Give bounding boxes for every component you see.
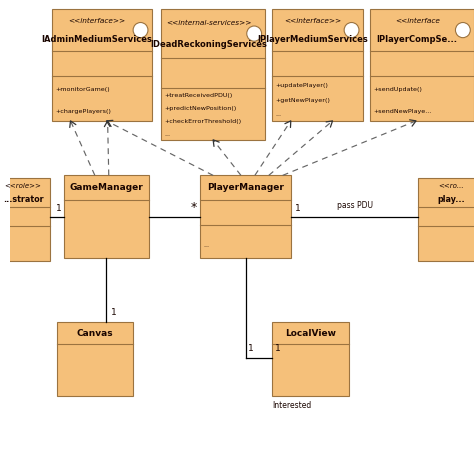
Bar [419, 178, 474, 261]
Text: <<internal-services>>: <<internal-services>> [166, 20, 251, 26]
Text: Interested: Interested [273, 401, 311, 410]
Bar [56, 322, 133, 396]
Text: IPlayerMediumServices: IPlayerMediumServices [257, 35, 368, 44]
Text: play...: play... [437, 195, 465, 204]
Text: GameManager: GameManager [70, 183, 143, 192]
Circle shape [133, 22, 148, 37]
Text: PlayerManager: PlayerManager [207, 183, 284, 192]
Text: 1: 1 [248, 345, 254, 354]
Bar [272, 9, 363, 121]
Text: 1: 1 [274, 345, 280, 354]
Text: 1: 1 [294, 204, 300, 213]
Text: +sendUpdate(): +sendUpdate() [373, 87, 422, 92]
Text: ...: ... [164, 132, 170, 137]
Text: <<interface>>: <<interface>> [284, 18, 341, 24]
Bar [161, 9, 265, 140]
Text: +monitorGame(): +monitorGame() [55, 87, 110, 92]
Text: <<ro...: <<ro... [438, 183, 464, 189]
Text: +treatReceivedPDU(): +treatReceivedPDU() [164, 93, 232, 98]
Text: <<interface: <<interface [395, 18, 439, 24]
Text: IDeadReckoningServices: IDeadReckoningServices [150, 40, 267, 49]
Text: IAdminMediumServices: IAdminMediumServices [42, 35, 153, 44]
Text: 1: 1 [111, 308, 117, 317]
Text: <<role>>: <<role>> [5, 183, 41, 189]
Text: ...: ... [204, 243, 210, 247]
Text: LocalView: LocalView [285, 329, 336, 338]
Text: +getNewPlayer(): +getNewPlayer() [275, 98, 330, 102]
Text: pass PDU: pass PDU [337, 201, 373, 210]
Bar [52, 9, 152, 121]
Text: ...: ... [275, 112, 282, 118]
Text: <<interface>>: <<interface>> [69, 18, 126, 24]
Text: +checkErrorThreshold(): +checkErrorThreshold() [164, 119, 241, 124]
Text: Canvas: Canvas [76, 329, 113, 338]
Bar [64, 175, 149, 258]
Circle shape [247, 26, 262, 41]
Text: IPlayerCompSe...: IPlayerCompSe... [377, 35, 458, 44]
Text: +updatePlayer(): +updatePlayer() [275, 83, 328, 88]
Bar [0, 178, 50, 261]
Bar [370, 9, 474, 121]
Text: 1: 1 [55, 204, 61, 213]
Text: +sendNewPlaye...: +sendNewPlaye... [373, 109, 431, 114]
Bar [272, 322, 349, 396]
Bar [201, 175, 291, 258]
Circle shape [456, 22, 470, 37]
Text: ...strator: ...strator [3, 195, 43, 204]
Text: *: * [191, 201, 197, 214]
Text: +chargePlayers(): +chargePlayers() [55, 109, 111, 114]
Circle shape [344, 22, 359, 37]
Text: +predictNewPosition(): +predictNewPosition() [164, 106, 237, 111]
